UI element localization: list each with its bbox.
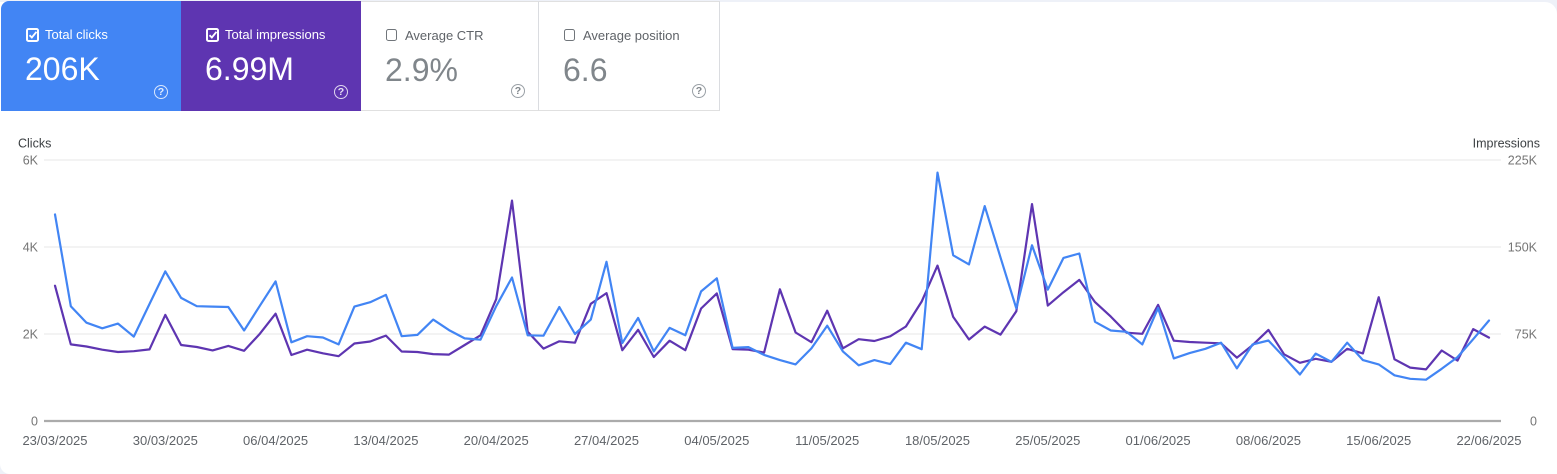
svg-text:23/03/2025: 23/03/2025 (22, 433, 87, 448)
svg-text:150K: 150K (1508, 240, 1538, 254)
svg-text:25/05/2025: 25/05/2025 (1015, 433, 1080, 448)
svg-text:20/04/2025: 20/04/2025 (464, 433, 529, 448)
svg-text:4K: 4K (23, 240, 39, 254)
svg-text:0: 0 (31, 414, 38, 428)
svg-text:04/05/2025: 04/05/2025 (684, 433, 749, 448)
svg-text:Impressions: Impressions (1473, 137, 1540, 151)
svg-text:Clicks: Clicks (18, 137, 51, 151)
svg-text:18/05/2025: 18/05/2025 (905, 433, 970, 448)
svg-text:15/06/2025: 15/06/2025 (1346, 433, 1411, 448)
svg-text:08/06/2025: 08/06/2025 (1236, 433, 1301, 448)
svg-text:0: 0 (1530, 414, 1537, 428)
svg-text:22/06/2025: 22/06/2025 (1456, 433, 1521, 448)
svg-text:27/04/2025: 27/04/2025 (574, 433, 639, 448)
svg-text:13/04/2025: 13/04/2025 (353, 433, 418, 448)
svg-text:225K: 225K (1508, 153, 1538, 167)
svg-text:2K: 2K (23, 327, 39, 341)
svg-text:30/03/2025: 30/03/2025 (133, 433, 198, 448)
svg-text:75K: 75K (1515, 327, 1538, 341)
svg-text:06/04/2025: 06/04/2025 (243, 433, 308, 448)
svg-text:01/06/2025: 01/06/2025 (1126, 433, 1191, 448)
svg-text:6K: 6K (23, 153, 39, 167)
svg-text:11/05/2025: 11/05/2025 (795, 433, 859, 448)
